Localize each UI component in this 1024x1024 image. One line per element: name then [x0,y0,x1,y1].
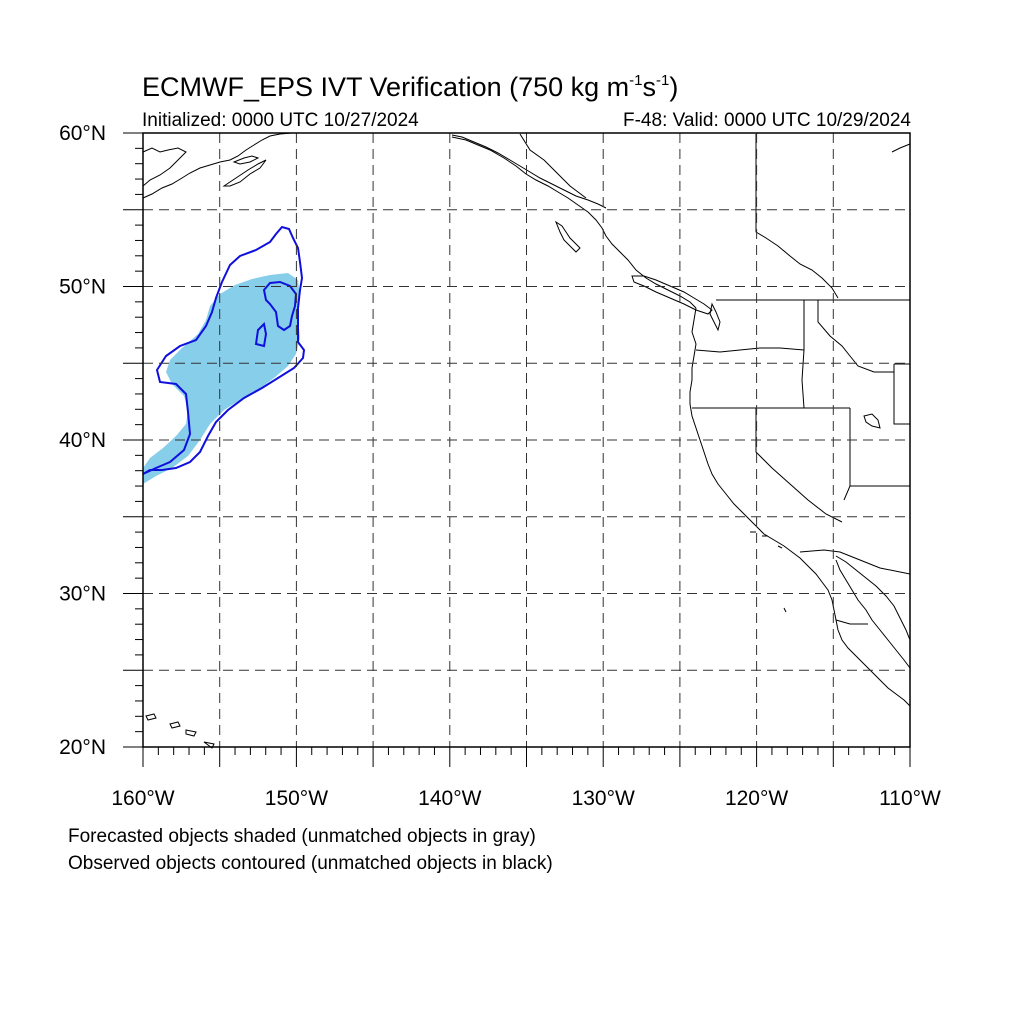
nv-ut-border [843,408,851,501]
bc-coastline [451,136,697,309]
title-text: ECMWF_EPS IVT Verification (750 kg m [142,72,630,102]
lon-tick-label: 120°W [725,787,788,810]
vancouver-island [631,275,713,315]
lon-tick-label: 130°W [572,787,635,810]
topright-coast-fragment [891,143,911,153]
kodiak-island [222,159,267,187]
observed-object-contour [142,225,306,475]
ca-nv-border [755,408,843,523]
puget-sound [709,302,721,332]
channel-islands [750,531,787,613]
footnote-forecast: Forecasted objects shaded (unmatched obj… [68,826,536,847]
lat-tick-label: 40°N [59,429,106,452]
wy-ut-border [893,363,910,425]
forecast-object-shaded [143,273,300,484]
footnote-observed: Observed objects contoured (unmatched ob… [68,853,553,874]
title-unit-s: s [642,72,657,102]
id-mt-border [817,300,895,373]
great-salt-lake [863,413,881,429]
valid-time-label: F-48: Valid: 0000 UTC 10/29/2024 [623,110,911,131]
init-time-label: Initialized: 0000 UTC 10/27/2024 [142,110,419,131]
lat-tick-label: 20°N [59,736,106,759]
kenai-coast [232,155,260,165]
political-boundaries [519,133,911,625]
lat-tick-label: 50°N [59,276,106,299]
alaska-canada-border [519,133,587,199]
coastlines [142,132,911,749]
alaska-coastline [142,132,293,199]
gridlines [143,133,910,747]
map-frame [123,132,911,767]
lat-tick-label: 60°N [59,122,106,145]
title-close-paren: ) [669,72,679,102]
observed-object-inner-contour [254,280,298,348]
baja-gulf-coast [835,559,911,669]
lat-tick-label: 30°N [59,583,106,606]
us-mexico-border [799,549,911,575]
lon-tick-label: 160°W [111,787,174,810]
longitude-labels: 160°W 150°W 140°W 130°W 120°W 110°W [111,787,941,810]
lon-tick-label: 150°W [265,787,328,810]
mexico-mainland-coast [835,555,911,641]
us-west-coast [689,307,911,707]
latitude-labels: 60°N 50°N 40°N 30°N 20°N [59,122,106,759]
wa-or-border [695,347,805,353]
baja-border [835,619,868,625]
title-exponent-1: -1 [629,72,643,89]
or-id-border [801,349,805,409]
title-exponent-2: -1 [656,72,670,89]
canada-internal-border [755,134,839,299]
lon-tick-label: 140°W [418,787,481,810]
lon-tick-label: 110°W [879,787,941,810]
haida-gwaii [554,220,581,253]
hawaii-islands [145,713,215,749]
chart-title: ECMWF_EPS IVT Verification (750 kg m-1s-… [142,72,678,103]
alaska-panhandle [451,134,607,209]
